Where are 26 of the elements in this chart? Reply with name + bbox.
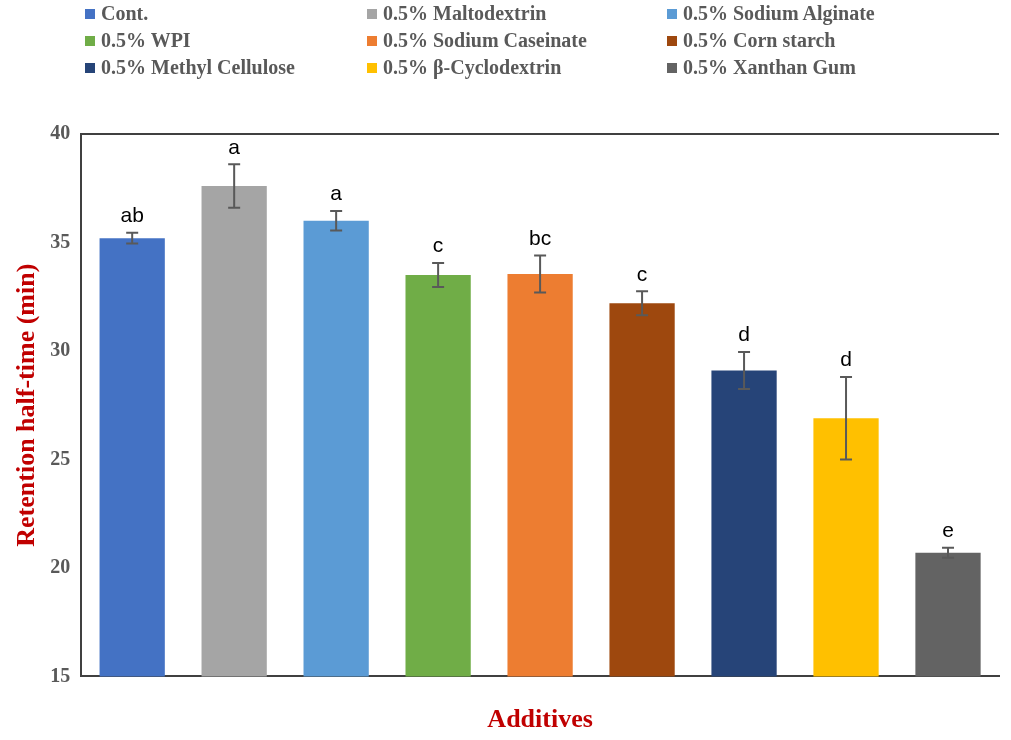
legend-label: 0.5% Methyl Cellulose <box>101 56 295 79</box>
data-label: a <box>228 134 241 158</box>
y-tick-label: 20 <box>50 555 71 578</box>
legend-label: 0.5% Corn starch <box>683 29 836 52</box>
y-tick-label: 30 <box>50 338 71 361</box>
y-axis-title: Retention half-time (min) <box>11 263 41 547</box>
legend-label: 0.5% β-Cyclodextrin <box>383 56 562 79</box>
y-tick-label: 35 <box>50 229 71 252</box>
data-label: e <box>942 518 954 542</box>
legend-label: 0.5% WPI <box>101 29 191 52</box>
data-label: bc <box>529 225 552 249</box>
y-tick-label: 25 <box>50 446 71 469</box>
data-label: a <box>330 181 343 205</box>
data-label: d <box>840 347 852 371</box>
data-label: d <box>738 322 750 346</box>
legend-label: Cont. <box>101 2 149 25</box>
legend-label: 0.5% Sodium Caseinate <box>383 29 587 52</box>
x-axis-title: Additives <box>487 704 593 734</box>
data-label: ab <box>120 203 144 227</box>
legend-label: 0.5% Xanthan Gum <box>683 56 856 79</box>
legend-label: 0.5% Maltodextrin <box>383 2 547 25</box>
y-tick-label: 15 <box>50 663 71 686</box>
data-label: c <box>432 233 444 257</box>
data-label: c <box>636 261 648 285</box>
y-tick-label: 40 <box>50 121 71 144</box>
legend-label: 0.5% Sodium Alginate <box>683 2 875 25</box>
